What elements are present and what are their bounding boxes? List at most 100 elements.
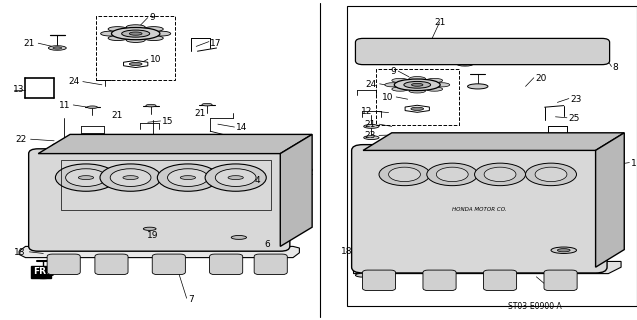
Ellipse shape [475, 163, 526, 186]
Ellipse shape [57, 262, 71, 266]
Text: 21: 21 [111, 111, 123, 120]
Ellipse shape [55, 164, 117, 191]
Text: 10: 10 [382, 93, 394, 102]
Text: 16: 16 [569, 133, 580, 142]
Polygon shape [19, 246, 299, 258]
Text: 21: 21 [194, 109, 206, 118]
Ellipse shape [144, 36, 163, 41]
Ellipse shape [129, 62, 142, 66]
Text: 9: 9 [390, 68, 396, 76]
Ellipse shape [364, 124, 379, 128]
Ellipse shape [551, 247, 576, 253]
Ellipse shape [409, 76, 426, 81]
Ellipse shape [484, 167, 516, 182]
Ellipse shape [202, 103, 212, 106]
Text: 21: 21 [364, 120, 376, 129]
Text: 8: 8 [613, 63, 619, 72]
Polygon shape [354, 261, 621, 274]
FancyBboxPatch shape [483, 270, 517, 291]
Text: 13: 13 [13, 85, 24, 94]
FancyBboxPatch shape [152, 254, 185, 275]
Ellipse shape [48, 46, 66, 50]
Polygon shape [363, 133, 624, 150]
FancyBboxPatch shape [362, 270, 396, 291]
Ellipse shape [389, 167, 420, 182]
Ellipse shape [231, 236, 247, 239]
FancyBboxPatch shape [47, 254, 80, 275]
Text: 23: 23 [364, 132, 376, 140]
Ellipse shape [411, 107, 424, 110]
Ellipse shape [126, 38, 145, 43]
Ellipse shape [493, 278, 507, 282]
Text: 7: 7 [548, 282, 554, 291]
Text: 23: 23 [570, 95, 582, 104]
Ellipse shape [122, 30, 150, 37]
Ellipse shape [436, 167, 468, 182]
Ellipse shape [144, 27, 163, 31]
Text: 9: 9 [150, 13, 155, 22]
Ellipse shape [180, 176, 196, 180]
Text: 1: 1 [631, 159, 636, 168]
Ellipse shape [205, 164, 266, 191]
Bar [347, 6, 637, 306]
Ellipse shape [123, 176, 138, 180]
Ellipse shape [457, 62, 473, 66]
Text: 24: 24 [68, 77, 80, 86]
Text: 24: 24 [366, 80, 377, 89]
Ellipse shape [157, 164, 218, 191]
Ellipse shape [152, 31, 171, 36]
Text: 5: 5 [608, 229, 614, 238]
Polygon shape [38, 134, 312, 154]
Ellipse shape [554, 278, 568, 282]
Ellipse shape [101, 31, 120, 36]
Text: 12: 12 [361, 108, 373, 116]
Text: 19: 19 [147, 231, 158, 240]
Ellipse shape [59, 144, 69, 147]
Ellipse shape [162, 262, 176, 266]
Text: 22: 22 [226, 141, 238, 150]
Ellipse shape [468, 84, 488, 89]
FancyBboxPatch shape [95, 254, 128, 275]
FancyBboxPatch shape [423, 270, 456, 291]
Ellipse shape [379, 163, 430, 186]
Text: 6: 6 [264, 240, 270, 249]
Ellipse shape [385, 83, 401, 87]
Ellipse shape [426, 78, 443, 83]
Ellipse shape [100, 164, 161, 191]
Text: 7: 7 [188, 295, 194, 304]
Ellipse shape [143, 227, 156, 230]
Text: 20: 20 [535, 74, 547, 83]
Polygon shape [280, 134, 312, 246]
Ellipse shape [219, 262, 233, 266]
Text: HONDA MOTOR CO.: HONDA MOTOR CO. [452, 207, 507, 212]
Text: 3: 3 [613, 188, 619, 196]
Text: FR.: FR. [33, 268, 50, 276]
Ellipse shape [87, 106, 97, 108]
Text: 14: 14 [236, 124, 247, 132]
Ellipse shape [108, 36, 127, 41]
Polygon shape [405, 105, 429, 112]
Ellipse shape [78, 176, 94, 180]
Ellipse shape [433, 83, 450, 87]
Ellipse shape [168, 169, 208, 187]
Ellipse shape [108, 27, 127, 31]
Ellipse shape [427, 163, 478, 186]
FancyBboxPatch shape [544, 270, 577, 291]
Ellipse shape [364, 136, 379, 140]
Text: 21: 21 [434, 18, 446, 27]
Ellipse shape [426, 87, 443, 91]
Text: 4: 4 [255, 176, 261, 185]
Ellipse shape [148, 141, 157, 144]
Ellipse shape [526, 163, 576, 186]
Ellipse shape [52, 143, 75, 148]
Ellipse shape [412, 83, 423, 86]
Text: 18: 18 [341, 247, 352, 256]
Ellipse shape [404, 81, 431, 88]
Text: 15: 15 [162, 117, 174, 126]
Ellipse shape [264, 262, 278, 266]
Ellipse shape [66, 169, 106, 187]
FancyBboxPatch shape [254, 254, 287, 275]
Ellipse shape [392, 78, 408, 83]
Ellipse shape [126, 25, 145, 29]
FancyBboxPatch shape [29, 149, 290, 251]
